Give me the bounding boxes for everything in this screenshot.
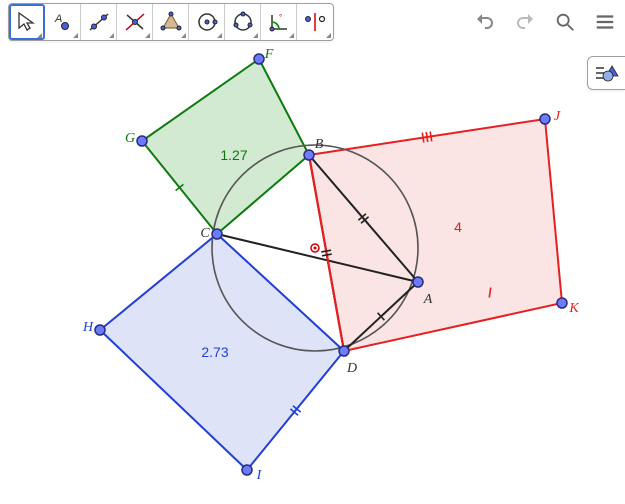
point-J[interactable] [540,114,550,124]
tool-point[interactable]: A [45,4,81,40]
style-panel-toggle[interactable] [587,56,625,90]
tool-circle-center[interactable] [189,4,225,40]
tool-line[interactable] [81,4,117,40]
square-green[interactable] [142,59,309,234]
right-controls [473,10,617,34]
svg-text:°: ° [279,13,282,22]
tool-angle[interactable]: ° [261,4,297,40]
tool-polygon[interactable] [153,4,189,40]
tool-move[interactable] [9,4,45,40]
point-D[interactable] [339,346,349,356]
geometry-canvas[interactable] [0,0,625,504]
toolbar: A ° [0,0,625,44]
point-K[interactable] [557,298,567,308]
point-H[interactable] [95,325,105,335]
tool-perpendicular[interactable] [117,4,153,40]
tool-group: A ° [8,3,334,41]
point-A[interactable] [413,277,423,287]
point-B[interactable] [304,150,314,160]
svg-text:A: A [54,13,62,25]
square-red[interactable] [309,119,562,351]
redo-icon[interactable] [513,10,537,34]
square-blue[interactable] [100,234,344,470]
tool-circle-3pts[interactable] [225,4,261,40]
undo-icon[interactable] [473,10,497,34]
point-I[interactable] [242,465,252,475]
point-C[interactable] [212,229,222,239]
point-G[interactable] [137,136,147,146]
search-icon[interactable] [553,10,577,34]
point-F[interactable] [254,54,264,64]
tool-reflect[interactable] [297,4,333,40]
menu-icon[interactable] [593,10,617,34]
